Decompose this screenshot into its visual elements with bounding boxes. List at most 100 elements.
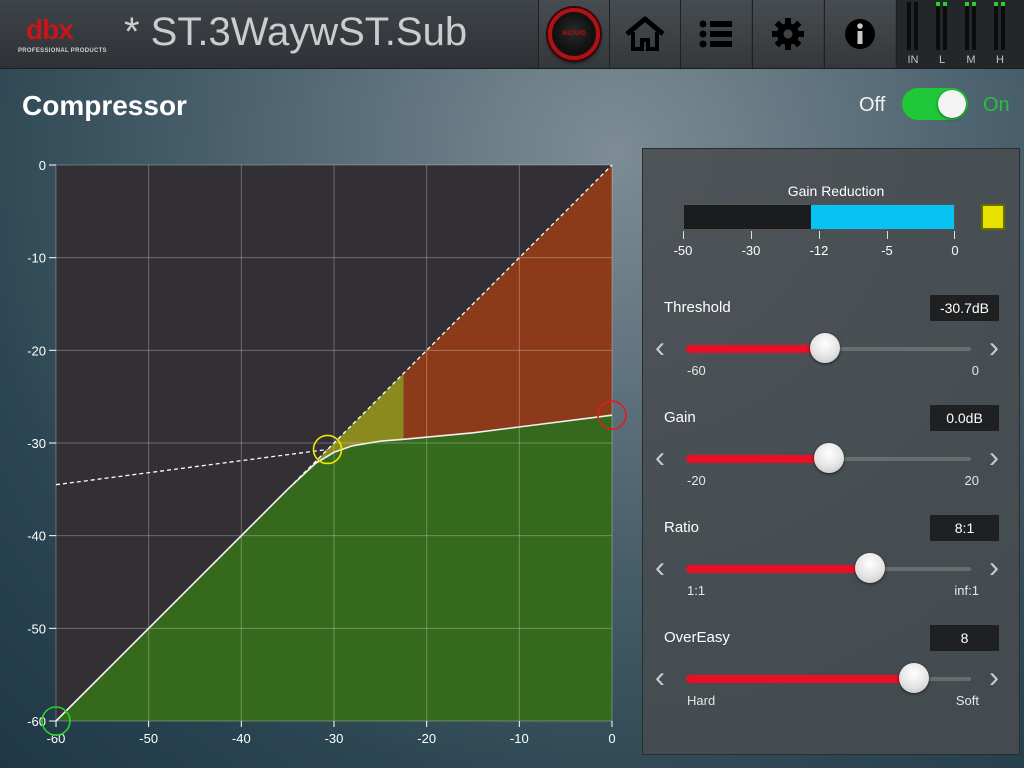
gain-max-label: 20 <box>964 473 979 488</box>
overeasy-slider-fill <box>686 675 914 683</box>
meter-peak-segment <box>994 2 998 6</box>
x-tick-label: -40 <box>232 731 251 746</box>
meter-bar <box>965 2 969 50</box>
ratio-slider-fill <box>686 565 870 573</box>
overeasy-decrement-chevron-left-icon[interactable]: ‹ <box>655 661 665 694</box>
meter-bar <box>943 2 947 50</box>
x-tick-label: -10 <box>510 731 529 746</box>
list-icon <box>699 20 732 48</box>
overeasy-increment-chevron-right-icon[interactable]: › <box>989 661 999 694</box>
y-tick-label: 0 <box>39 158 46 173</box>
logo-subtitle: PROFESSIONAL PRODUCTS <box>18 48 107 54</box>
gain-reduction-tick-label: -30 <box>741 243 761 258</box>
threshold-decrement-chevron-left-icon[interactable]: ‹ <box>655 331 665 364</box>
compressor-graph[interactable]: 0 -10 -20 -30 -40 -50 -60 -60 -50 -40 -30 -20 -10 0 <box>0 150 640 768</box>
x-tick-label: 0 <box>608 731 615 746</box>
meter-label: L <box>938 54 946 66</box>
ratio-slider-thumb[interactable] <box>854 553 885 583</box>
gain-slider[interactable] <box>686 443 971 473</box>
y-tick-label: -30 <box>27 436 46 451</box>
gain-reduction-tick <box>683 231 684 239</box>
threshold-label: Threshold <box>664 299 731 316</box>
y-tick-label: -10 <box>27 251 46 266</box>
ratio-min-label: 1:1 <box>687 583 706 598</box>
toggle-off-label[interactable]: Off <box>859 94 886 116</box>
unity-reference-line <box>55 164 613 722</box>
gain-handle[interactable] <box>597 400 627 431</box>
gear-icon <box>772 18 804 50</box>
y-tick-label: -60 <box>27 714 46 729</box>
gain-slider-thumb[interactable] <box>813 443 844 473</box>
ratio-slider[interactable] <box>686 553 971 583</box>
low-handle[interactable] <box>41 706 71 736</box>
ratio-label: Ratio <box>664 519 700 536</box>
meter-peak-segment <box>936 2 940 6</box>
dbx-logo: dbx PROFESSIONAL PRODUCTS <box>18 14 107 58</box>
gain-reduction-tick <box>887 231 888 239</box>
transfer-curve-chart[interactable]: 0-10-20-30-40-50-60-60 -50 -40 -30 -20 -10 0 <box>0 150 640 768</box>
gain-reduction-tick <box>954 231 955 239</box>
gain-reduction-tick-label: -12 <box>809 243 829 258</box>
wizard-knob-icon: WIZARD <box>548 8 600 60</box>
gain-reduction-tick <box>819 231 820 239</box>
preset-title[interactable]: * ST.3WaywST.Sub <box>124 10 468 54</box>
x-tick-label: -30 <box>325 731 344 746</box>
threshold-value-field[interactable]: -30.7dB <box>930 295 999 321</box>
meter-bar <box>936 2 940 50</box>
peak-hold-button[interactable] <box>981 204 1005 230</box>
threshold-max-label: 0 <box>971 363 979 378</box>
x-tick-label: -20 <box>417 731 436 746</box>
page-title: Compressor <box>22 90 187 121</box>
overeasy-slider[interactable] <box>686 663 971 693</box>
threshold-extension-line <box>55 448 328 486</box>
threshold-increment-chevron-right-icon[interactable]: › <box>989 331 999 364</box>
gain-min-label: -20 <box>687 473 706 488</box>
y-tick-label: -50 <box>27 621 46 636</box>
threshold-slider-thumb[interactable] <box>810 333 841 363</box>
meter-label: H <box>996 54 1004 66</box>
ratio-increment-chevron-right-icon[interactable]: › <box>989 551 999 584</box>
toggle-knob <box>938 90 966 118</box>
gain-value-field[interactable]: 0.0dB <box>930 405 999 431</box>
gain-reduction-tick-label: 0 <box>951 243 959 258</box>
ratio-decrement-chevron-left-icon[interactable]: ‹ <box>655 551 665 584</box>
threshold-slider[interactable] <box>686 333 971 363</box>
enable-toggle[interactable] <box>902 88 968 120</box>
y-tick-label: -40 <box>27 529 46 544</box>
gain-decrement-chevron-left-icon[interactable]: ‹ <box>655 441 665 474</box>
meter-bar <box>972 2 976 50</box>
ratio-max-label: inf:1 <box>954 583 979 598</box>
info-icon <box>845 19 875 49</box>
meter-peak-segment <box>1001 2 1005 6</box>
settings-button[interactable] <box>752 0 823 68</box>
threshold-handle[interactable] <box>312 434 343 465</box>
home-button[interactable] <box>609 0 680 68</box>
y-tick-label: -20 <box>27 343 46 358</box>
overeasy-slider-thumb[interactable] <box>899 663 929 693</box>
wizard-label: WIZARD <box>562 31 586 37</box>
io-meters: IN L M H <box>896 0 1024 68</box>
below-curve-area <box>56 415 612 721</box>
home-icon <box>625 16 665 51</box>
x-tick-label: -50 <box>139 731 158 746</box>
meter-bar <box>994 2 998 50</box>
toggle-on-label[interactable]: On <box>983 94 1010 116</box>
ratio-value-field[interactable]: 8:1 <box>930 515 999 541</box>
control-panel: Gain Reduction -50 -30 -12 -5 0 Threshold -30… <box>642 148 1020 755</box>
overeasy-label: OverEasy <box>664 629 730 646</box>
transfer-curve <box>55 414 613 722</box>
wizard-button[interactable]: WIZARD <box>538 0 609 68</box>
gain-increment-chevron-right-icon[interactable]: › <box>989 441 999 474</box>
gain-reduction-tick-label: -5 <box>881 243 893 258</box>
meter-peak-segment <box>972 2 976 6</box>
gain-slider-fill <box>686 455 829 463</box>
overeasy-max-label: Soft <box>955 693 979 708</box>
info-button[interactable] <box>824 0 895 68</box>
gain-reduction-ticks <box>683 231 955 239</box>
gain-reduction-region <box>403 165 612 440</box>
meter-bar <box>914 2 918 50</box>
gain-reduction-tick <box>751 231 752 239</box>
overeasy-min-label: Hard <box>687 693 716 708</box>
menu-button[interactable] <box>680 0 751 68</box>
overeasy-value-field[interactable]: 8 <box>930 625 999 651</box>
